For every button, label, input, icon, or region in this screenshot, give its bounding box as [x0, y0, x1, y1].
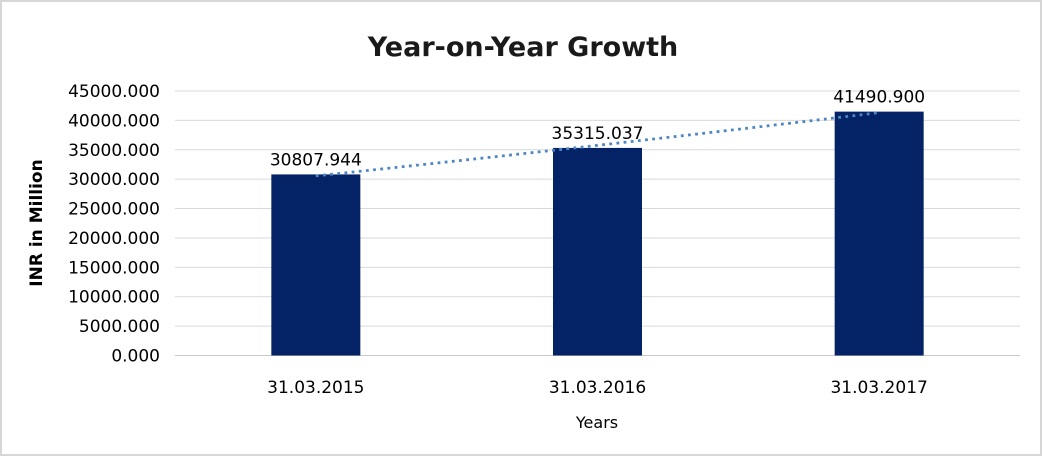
bar: [834, 111, 924, 356]
x-tick-label: 31.03.2017: [830, 378, 927, 398]
y-tick-label: 35000.000: [68, 141, 160, 161]
x-tick-label: 31.03.2015: [267, 378, 364, 398]
bar-value-label: 41490.900: [833, 88, 925, 108]
bar-value-label: 30807.944: [270, 150, 362, 170]
y-tick-label: 30000.000: [68, 170, 160, 190]
bar: [553, 147, 642, 356]
x-tick-label: 31.03.2016: [549, 378, 646, 398]
bars-group: [271, 111, 924, 356]
y-tick-label: 10000.000: [68, 288, 160, 308]
y-axis-title: INR in Million: [27, 159, 47, 286]
trendline: [315, 111, 880, 178]
bar-value-label: 35315.037: [552, 124, 644, 144]
y-tick-label: 45000.000: [68, 82, 160, 102]
y-tick-label: 15000.000: [68, 258, 160, 278]
labels-group: 0.000 5000.000 10000.000 15000.000 20000.000…: [68, 82, 928, 398]
y-tick-label: 20000.000: [68, 229, 160, 249]
bar: [271, 174, 361, 356]
y-tick-label: 40000.000: [68, 111, 160, 131]
x-axis-title: Years: [575, 413, 618, 432]
y-tick-label: 0.000: [111, 347, 160, 367]
y-tick-label: 25000.000: [68, 200, 160, 220]
chart-title: Year-on-Year Growth: [367, 32, 679, 63]
trendline-group: [315, 111, 880, 178]
y-tick-label: 5000.000: [79, 317, 160, 337]
